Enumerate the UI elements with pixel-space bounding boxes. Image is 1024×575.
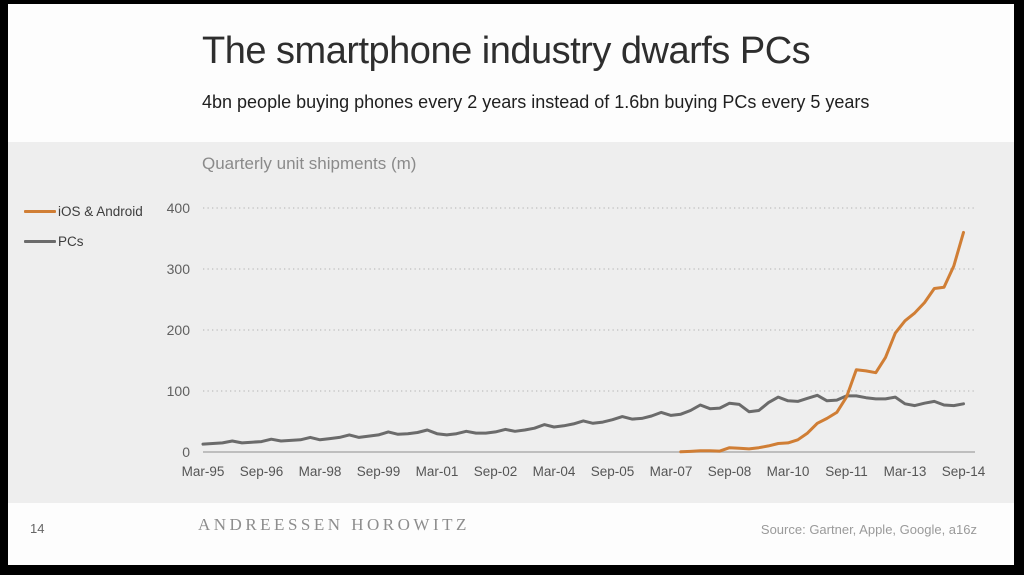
ios-android-line-swatch xyxy=(24,209,56,213)
pcs-line-swatch xyxy=(24,239,56,243)
legend-item-ios-android: iOS & Android xyxy=(24,196,143,226)
x-tick-label-Mar-98: Mar-98 xyxy=(299,464,342,479)
series-line-PCs xyxy=(201,393,965,446)
y-tick-label-400: 400 xyxy=(167,200,191,216)
x-tick-label-Mar-13: Mar-13 xyxy=(884,464,927,479)
legend-label-ios-android: iOS & Android xyxy=(58,203,143,219)
slide-header: The smartphone industry dwarfs PCs 4bn p… xyxy=(8,4,1014,142)
chart-band: Quarterly unit shipments (m) iOS & Andro… xyxy=(8,142,1014,503)
page-number: 14 xyxy=(30,521,45,536)
slide: The smartphone industry dwarfs PCs 4bn p… xyxy=(8,4,1014,565)
y-tick-label-0: 0 xyxy=(182,444,190,460)
x-tick-label-Sep-05: Sep-05 xyxy=(591,464,635,479)
legend-label-pcs: PCs xyxy=(58,233,84,249)
slide-subtitle: 4bn people buying phones every 2 years i… xyxy=(202,92,870,112)
x-tick-label-Mar-10: Mar-10 xyxy=(767,464,810,479)
slide-title: The smartphone industry dwarfs PCs xyxy=(202,30,811,72)
x-tick-label-Mar-95: Mar-95 xyxy=(182,464,225,479)
line-chart: 0 100 200 300 400 Mar-95 Sep-96 Mar-98 Sep-99 Mar… xyxy=(167,200,986,479)
x-tick-label-Sep-11: Sep-11 xyxy=(825,464,868,479)
slide-footer: 14 ANDREESSEN HOROWITZ Source: Gartner, … xyxy=(8,503,1014,565)
y-tick-label-100: 100 xyxy=(167,383,191,399)
x-tick-label-Sep-08: Sep-08 xyxy=(708,464,752,479)
chart-legend: iOS & Android PCs xyxy=(24,196,143,256)
x-tick-label-Mar-04: Mar-04 xyxy=(533,464,576,479)
chart-title: Quarterly unit shipments (m) xyxy=(202,154,417,173)
series-line-iOS & Android xyxy=(679,230,965,454)
x-tick-label-Mar-07: Mar-07 xyxy=(650,464,693,479)
source-note: Source: Gartner, Apple, Google, a16z xyxy=(760,522,977,537)
x-tick-label-Mar-01: Mar-01 xyxy=(416,464,459,479)
y-tick-label-200: 200 xyxy=(167,322,191,338)
legend-item-pcs: PCs xyxy=(24,226,143,256)
x-tick-label-Sep-99: Sep-99 xyxy=(357,464,401,479)
x-tick-label-Sep-02: Sep-02 xyxy=(474,464,518,479)
brand-wordmark: ANDREESSEN HOROWITZ xyxy=(198,515,470,534)
y-tick-label-300: 300 xyxy=(167,261,191,277)
x-tick-label-Sep-96: Sep-96 xyxy=(240,464,284,479)
x-tick-label-Sep-14: Sep-14 xyxy=(942,464,986,479)
